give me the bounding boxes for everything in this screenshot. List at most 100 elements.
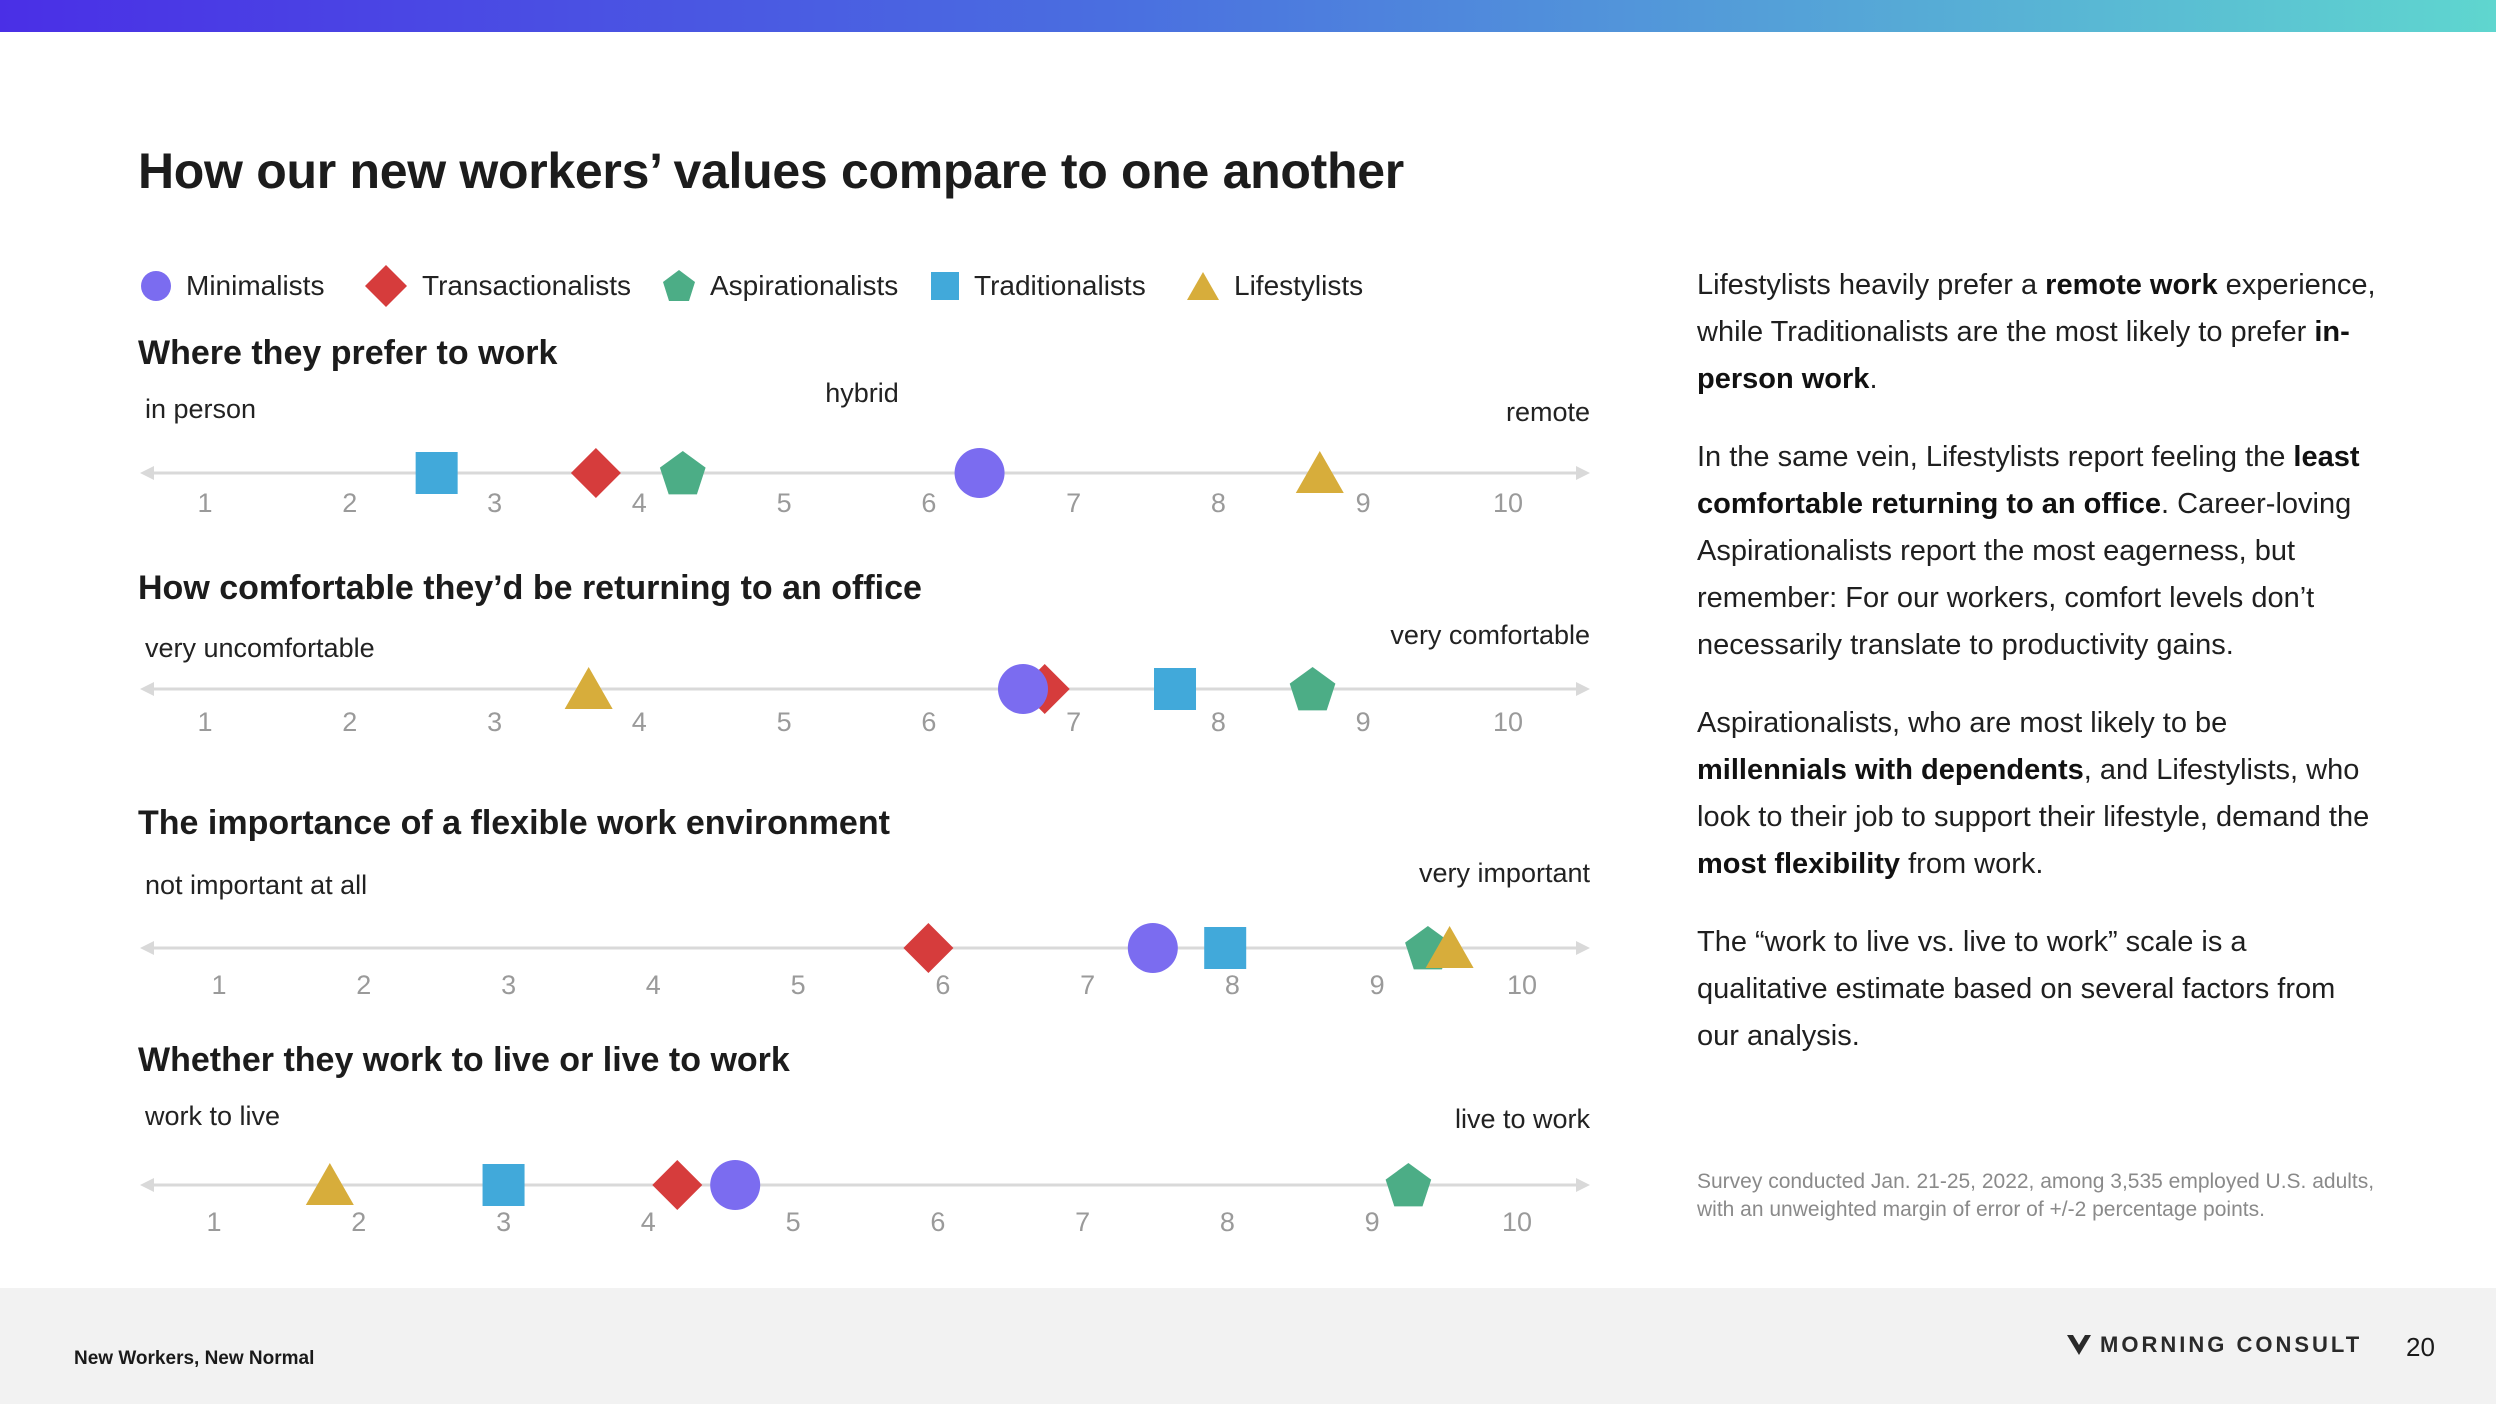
dot-plot-charts: Where they prefer to work in person remote… <box>138 334 1590 1237</box>
axis-arrow-left <box>140 466 154 480</box>
circle-icon <box>141 271 171 301</box>
scale-mid-label: hybrid <box>825 378 899 408</box>
emphasis-text: remote work <box>2045 269 2218 301</box>
tick-label: 3 <box>496 1207 511 1237</box>
point-minimalists <box>710 1160 761 1210</box>
point-traditionalists <box>482 1164 525 1206</box>
tick-label: 2 <box>351 1207 366 1237</box>
commentary-paragraph-1: Lifestylists heavily prefer a remote wor… <box>1697 262 2377 403</box>
commentary-paragraph-3: Aspirationalists, who are most likely to… <box>1697 700 2377 888</box>
dot-plot-panel-2: How comfortable they’d be returning to a… <box>138 569 1590 737</box>
tick-label: 4 <box>632 707 647 737</box>
point-transactionalists <box>903 923 954 973</box>
panel-title: Whether they work to live or live to wor… <box>138 1041 790 1079</box>
legend-square <box>931 272 959 300</box>
axis-arrow-right <box>1576 941 1590 955</box>
legend-label-minimalists: Minimalists <box>186 270 325 301</box>
panel-title: Where they prefer to work <box>138 334 558 372</box>
dot-plot-panel-3: The importance of a flexible work enviro… <box>138 804 1590 1000</box>
tick-label: 8 <box>1211 707 1226 737</box>
axis-arrow-left <box>140 682 154 696</box>
legend-diamond <box>365 265 407 307</box>
point-minimalists <box>1127 923 1178 973</box>
point-transactionalists <box>570 448 621 498</box>
axis-arrow-left <box>140 941 154 955</box>
body-text: experience, while Traditionalists are th… <box>1697 269 2376 348</box>
legend-label-aspirationalists: Aspirationalists <box>710 270 899 301</box>
point-aspirationalists <box>659 451 706 495</box>
morning-consult-logo-icon <box>2067 1335 2091 1355</box>
page-number: 20 <box>2406 1332 2435 1362</box>
body-text: Aspirationalists, who are most likely to… <box>1697 707 2228 739</box>
body-text: , and Lifestylists, who look to their jo… <box>1697 754 2370 833</box>
emphasis-text: most flexibility <box>1697 848 1901 880</box>
scale-left-label: work to live <box>144 1101 280 1131</box>
point-traditionalists <box>1204 927 1247 969</box>
point-lifestylists <box>305 1163 354 1205</box>
axis-arrow-right <box>1576 466 1590 480</box>
point-aspirationalists <box>1385 1163 1432 1207</box>
legend-item-traditionalists: Traditionalists <box>930 264 1146 308</box>
point-minimalists <box>954 448 1005 498</box>
scale-right-label: remote <box>1506 397 1590 427</box>
legend-pentagon <box>663 270 695 301</box>
tick-label: 9 <box>1365 1207 1380 1237</box>
tick-label: 9 <box>1370 970 1385 1000</box>
tick-label: 10 <box>1493 488 1523 518</box>
survey-footnote: Survey conducted Jan. 21-25, 2022, among… <box>1697 1170 2375 1221</box>
commentary-paragraph-4: The “work to live vs. live to work” scal… <box>1697 919 2377 1060</box>
body-text: In the same vein, Lifestylists report fe… <box>1697 441 2294 473</box>
tick-label: 7 <box>1066 707 1081 737</box>
top-gradient-bar <box>0 0 2496 32</box>
emphasis-text: in-person work <box>1697 316 2350 395</box>
legend-label-transactionalists: Transactionalists <box>422 270 632 301</box>
commentary-paragraph-2: In the same vein, Lifestylists report fe… <box>1697 434 2377 669</box>
tick-label: 5 <box>786 1207 801 1237</box>
triangle-icon <box>1187 272 1219 300</box>
axis-arrow-left <box>140 1178 154 1192</box>
point-traditionalists <box>415 452 458 494</box>
tick-label: 2 <box>342 707 357 737</box>
legend-label-traditionalists: Traditionalists <box>974 270 1146 301</box>
body-text: . <box>1869 363 1878 395</box>
body-text: from work. <box>1900 848 2044 880</box>
tick-label: 5 <box>791 970 806 1000</box>
tick-label: 10 <box>1507 970 1537 1000</box>
tick-label: 1 <box>197 488 212 518</box>
footer: New Workers, New Normal MORNING CONSULT … <box>0 1288 2496 1404</box>
body-text: . Career-loving Aspirationalists report … <box>1697 488 2352 661</box>
point-lifestylists <box>564 667 613 709</box>
legend-item-lifestylists: Lifestylists <box>1186 264 1363 308</box>
emphasis-text: least comfortable returning to an office <box>1697 441 2360 520</box>
scale-left-label: in person <box>145 394 256 424</box>
legend-circle <box>141 271 171 301</box>
tick-label: 6 <box>921 488 936 518</box>
tick-label: 8 <box>1225 970 1240 1000</box>
legend-item-aspirationalists: Aspirationalists <box>662 264 898 308</box>
legend: Minimalists Transactionalists Aspiration… <box>140 264 1440 308</box>
tick-label: 10 <box>1502 1207 1532 1237</box>
dot-plot-panel-1: Where they prefer to work in person remote… <box>138 334 1590 518</box>
point-minimalists <box>997 664 1048 714</box>
tick-label: 1 <box>206 1207 221 1237</box>
tick-label: 5 <box>777 707 792 737</box>
tick-label: 4 <box>641 1207 656 1237</box>
tick-label: 3 <box>487 707 502 737</box>
point-lifestylists <box>1425 926 1474 968</box>
square-icon <box>931 272 959 300</box>
point-aspirationalists <box>1289 667 1336 711</box>
axis-arrow-right <box>1576 682 1590 696</box>
tick-label: 7 <box>1075 1207 1090 1237</box>
tick-label: 7 <box>1066 488 1081 518</box>
tick-label: 9 <box>1356 707 1371 737</box>
tick-label: 7 <box>1080 970 1095 1000</box>
tick-label: 8 <box>1220 1207 1235 1237</box>
tick-label: 3 <box>487 488 502 518</box>
page-title: How our new workers’ values compare to o… <box>138 143 1404 199</box>
legend-item-transactionalists: Transactionalists <box>364 264 631 308</box>
point-traditionalists <box>1154 668 1197 710</box>
axis-arrow-right <box>1576 1178 1590 1192</box>
body-text: The “work to live vs. live to work” scal… <box>1697 926 2336 1052</box>
tick-label: 6 <box>935 970 950 1000</box>
scale-right-label: very comfortable <box>1390 620 1590 650</box>
